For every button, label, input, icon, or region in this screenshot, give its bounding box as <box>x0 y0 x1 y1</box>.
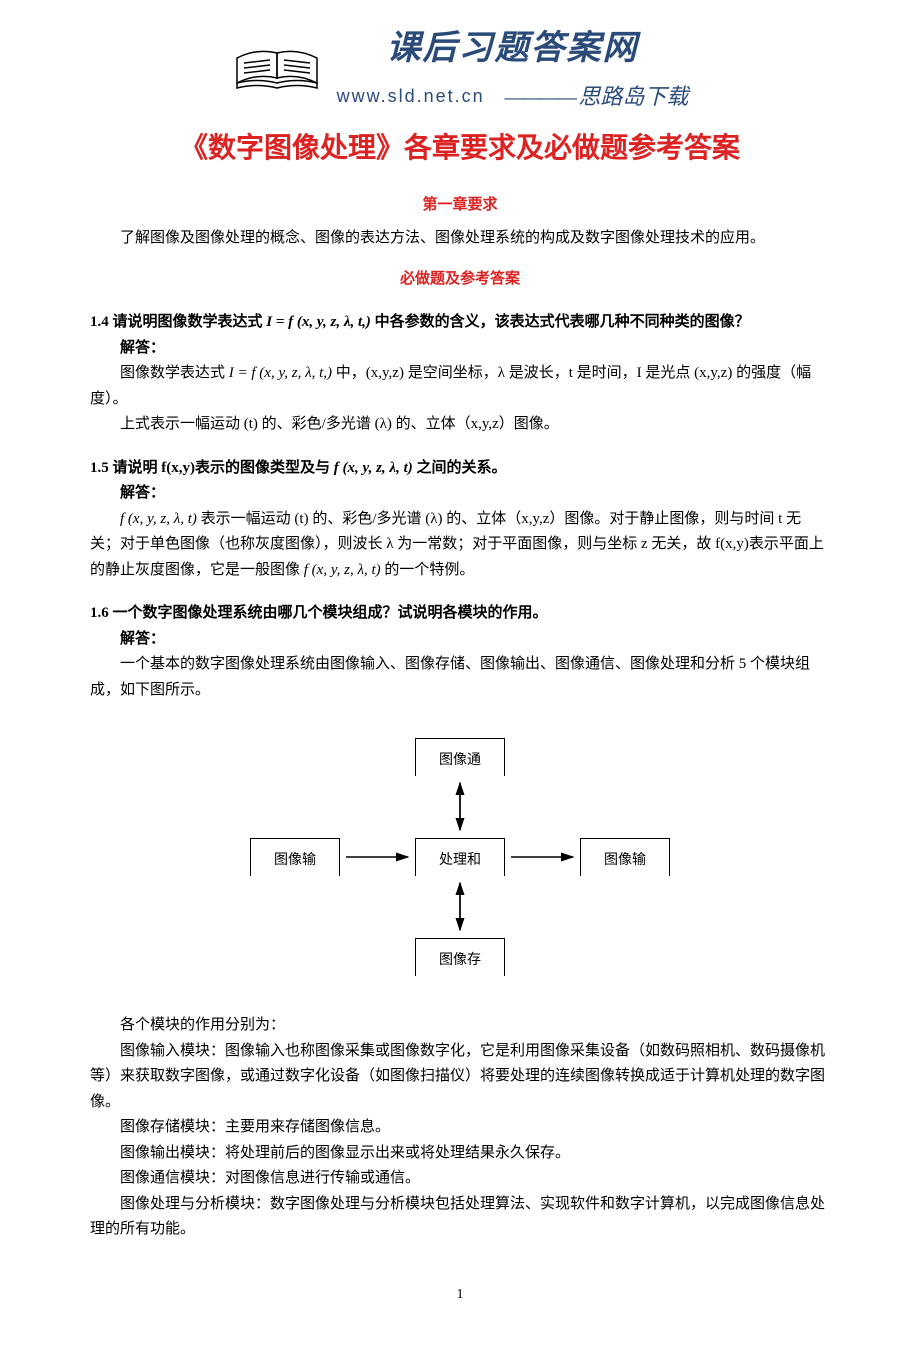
question-1-5: 1.5 请说明 f(x,y)表示的图像类型及与 f (x, y, z, λ, t… <box>90 456 830 482</box>
chapter-header: 第一章要求 <box>90 193 830 219</box>
question-number: 1.5 <box>90 460 109 476</box>
brand-name: 课后习题答案网 <box>337 20 689 78</box>
question-number: 1.4 <box>90 314 109 330</box>
musts-header: 必做题及参考答案 <box>90 267 830 293</box>
diagram-node-process: 处理和分析 <box>415 838 505 876</box>
site-tagline: 思路岛下载 <box>505 78 689 115</box>
site-header: 课后习题答案网 www.sld.net.cn 思路岛下载 <box>90 20 830 115</box>
diagram-node-comm: 图像通信 <box>415 738 505 776</box>
book-logo-icon <box>232 38 322 98</box>
question-1-6: 1.6 一个数字图像处理系统由哪几个模块组成？试说明各模块的作用。 <box>90 601 830 627</box>
formula: f (x, y, z, λ, t) <box>304 562 381 578</box>
formula: I = f (x, y, z, λ, t,) <box>266 314 371 330</box>
page-number: 1 <box>90 1283 830 1307</box>
question-text: 一个数字图像处理系统由哪几个模块组成？试说明各模块的作用。 <box>113 605 548 621</box>
system-diagram: 图像通信 图像输入 处理和分析 图像输出 图像存储 <box>90 728 830 988</box>
modules-intro: 各个模块的作用分别为： <box>90 1013 830 1039</box>
answer-label: 解答： <box>90 336 830 362</box>
flowchart-svg: 图像通信 图像输入 处理和分析 图像输出 图像存储 <box>220 728 700 988</box>
module-process-desc: 图像处理与分析模块：数字图像处理与分析模块包括处理算法、实现软件和数字计算机，以… <box>90 1192 830 1243</box>
module-storage-desc: 图像存储模块：主要用来存储图像信息。 <box>90 1115 830 1141</box>
diagram-node-input: 图像输入 <box>250 838 340 876</box>
site-url: www.sld.net.cn <box>337 81 485 112</box>
question-text-post: 中各参数的含义，该表达式代表哪几种不同种类的图像？ <box>375 314 750 330</box>
question-number: 1.6 <box>90 605 109 621</box>
answer-paragraph: 上式表示一幅运动 (t) 的、彩色/多光谱 (λ) 的、立体（x,y,z）图像。 <box>90 412 830 438</box>
module-output-desc: 图像输出模块：将处理前后的图像显示出来或将处理结果永久保存。 <box>90 1141 830 1167</box>
diagram-node-output: 图像输出 <box>580 838 670 876</box>
question-text-pre: 请说明 f(x,y)表示的图像类型及与 <box>113 460 334 476</box>
chapter-intro: 了解图像及图像处理的概念、图像的表达方法、图像处理系统的构成及数字图像处理技术的… <box>90 226 830 252</box>
answer-paragraph: 一个基本的数字图像处理系统由图像输入、图像存储、图像输出、图像通信、图像处理和分… <box>90 652 830 703</box>
diagram-node-storage: 图像存储 <box>415 938 505 976</box>
formula: f (x, y, z, λ, t) <box>334 460 413 476</box>
module-input-desc: 图像输入模块：图像输入也称图像采集或图像数字化，它是利用图像采集设备（如数码照相… <box>90 1039 830 1116</box>
question-text-pre: 请说明图像数学表达式 <box>113 314 263 330</box>
question-1-4: 1.4 请说明图像数学表达式 I = f (x, y, z, λ, t,) 中各… <box>90 310 830 336</box>
answer-paragraph: 图像数学表达式 I = f (x, y, z, λ, t,) 中，(x,y,z)… <box>90 361 830 412</box>
formula: I = f (x, y, z, λ, t,) <box>229 365 332 381</box>
answer-text: 图像数学表达式 <box>120 365 225 381</box>
answer-label: 解答： <box>90 627 830 653</box>
module-comm-desc: 图像通信模块：对图像信息进行传输或通信。 <box>90 1166 830 1192</box>
question-text-post: 之间的关系。 <box>417 460 507 476</box>
formula: f (x, y, z, λ, t) <box>120 511 197 527</box>
answer-text: 的一个特例。 <box>381 562 475 578</box>
answer-label: 解答： <box>90 481 830 507</box>
document-title: 《数字图像处理》各章要求及必做题参考答案 <box>90 125 830 173</box>
answer-paragraph: f (x, y, z, λ, t) 表示一幅运动 (t) 的、彩色/多光谱 (λ… <box>90 507 830 584</box>
